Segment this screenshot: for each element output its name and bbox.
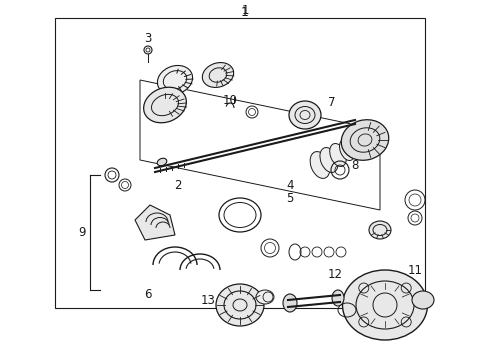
Ellipse shape <box>283 294 297 312</box>
Text: 13: 13 <box>200 293 216 306</box>
Ellipse shape <box>412 291 434 309</box>
Ellipse shape <box>343 270 427 340</box>
Text: 7: 7 <box>328 95 336 108</box>
Ellipse shape <box>157 66 193 95</box>
Text: 1: 1 <box>241 5 249 18</box>
Text: 6: 6 <box>144 288 152 302</box>
Ellipse shape <box>144 87 186 123</box>
Text: 4: 4 <box>286 179 294 192</box>
Ellipse shape <box>157 158 167 166</box>
Text: 12: 12 <box>327 269 343 282</box>
Ellipse shape <box>202 63 234 87</box>
Bar <box>55 18 425 308</box>
Ellipse shape <box>330 144 346 166</box>
Text: 2: 2 <box>174 179 182 192</box>
Ellipse shape <box>332 290 344 306</box>
Text: 10: 10 <box>222 94 238 107</box>
Ellipse shape <box>310 152 330 179</box>
Ellipse shape <box>216 284 264 326</box>
Ellipse shape <box>256 290 274 304</box>
Text: 9: 9 <box>78 225 86 239</box>
Ellipse shape <box>369 221 391 239</box>
Text: 1: 1 <box>241 4 249 17</box>
Text: 11: 11 <box>408 264 422 276</box>
Text: 5: 5 <box>286 192 294 204</box>
Ellipse shape <box>289 101 321 129</box>
Polygon shape <box>135 205 175 240</box>
Ellipse shape <box>320 148 338 172</box>
Text: 3: 3 <box>145 32 152 45</box>
Ellipse shape <box>341 120 389 160</box>
Ellipse shape <box>340 139 354 161</box>
Text: 8: 8 <box>351 158 359 171</box>
